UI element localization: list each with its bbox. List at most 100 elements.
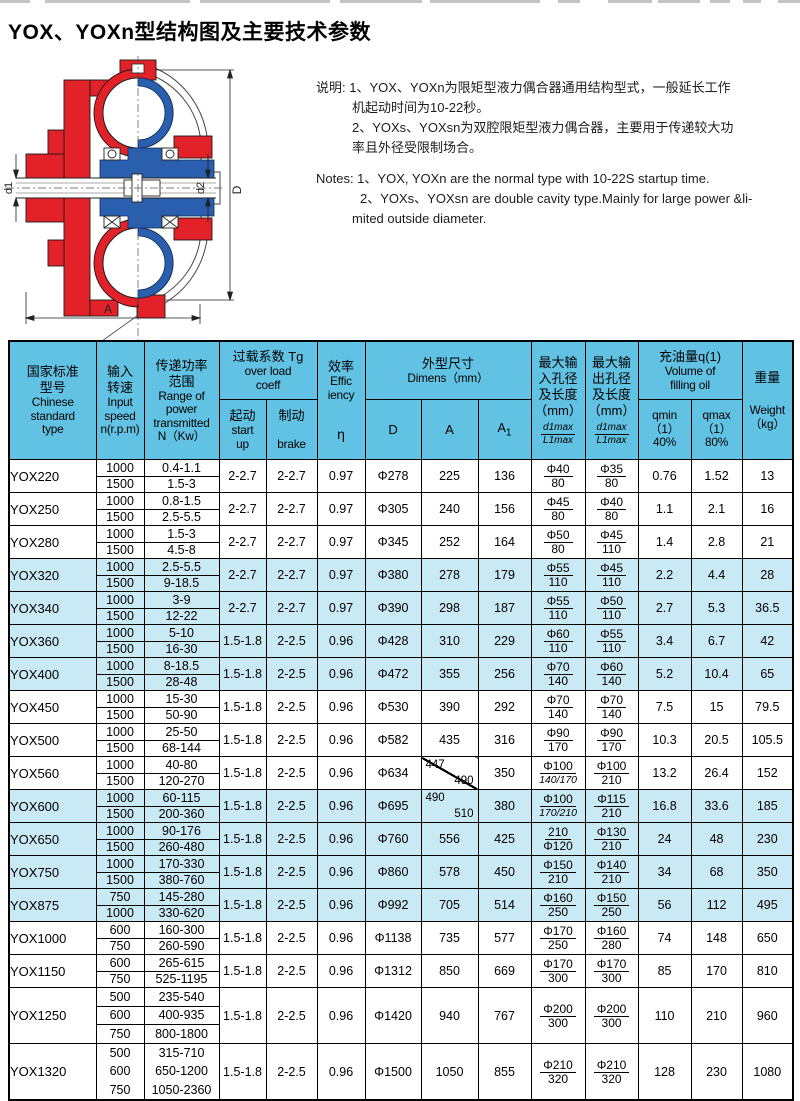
- tg-start-cell: 1.5-1.8: [218, 888, 267, 922]
- sub-value: 68-144: [162, 741, 201, 755]
- fraction-value: Φ90: [543, 727, 573, 741]
- top-strip-segment: [658, 0, 700, 3]
- sub-value: 600: [97, 1007, 143, 1026]
- tg-start-cell: 1.5-1.8: [218, 954, 267, 988]
- center-lines: [6, 56, 224, 342]
- table-row: YOX750 1000 1500 170-330 380-760 1.5-1.8 2-2.5…: [8, 855, 794, 889]
- tg-start-cell: 1.5-1.8: [218, 624, 267, 658]
- fraction-value: 300: [601, 1015, 622, 1030]
- output-hole-cell: Φ60 140: [584, 657, 639, 691]
- fraction-value: Φ50: [597, 595, 626, 609]
- header-text: type: [42, 422, 64, 437]
- dim-a1-cell: 855: [477, 1043, 532, 1101]
- fraction-value: Φ150: [540, 859, 576, 873]
- input-speed-cell: 500 600 750: [95, 987, 145, 1044]
- qmax-cell: 6.7: [690, 624, 743, 658]
- input-speed-cell: 500 600 750: [95, 1043, 145, 1101]
- fraction-value: Φ160: [593, 925, 630, 939]
- sub-value: 1500: [106, 576, 134, 590]
- fraction-value: Φ60: [597, 661, 626, 675]
- efficiency-cell: 0.96: [316, 756, 366, 790]
- tg-brake-cell: 2-2.5: [265, 756, 318, 790]
- header-text: （mm）: [534, 402, 582, 418]
- weight-cell: 152: [741, 756, 794, 790]
- qmax-cell: 5.3: [690, 591, 743, 625]
- dimension-d: D: [156, 68, 244, 302]
- fraction-value: Φ45: [597, 562, 626, 576]
- model-type-cell: YOX560: [8, 756, 97, 790]
- qmin-cell: 1.1: [637, 492, 692, 526]
- output-hole-cell: Φ130 210: [584, 822, 639, 856]
- power-range-cell: 170-330 380-760: [143, 855, 220, 889]
- dim-a-cell: 240: [420, 492, 479, 526]
- power-range-cell: 8-18.5 28-48: [143, 657, 220, 691]
- efficiency-cell: 0.96: [316, 657, 366, 691]
- model-type-cell: YOX750: [8, 855, 97, 889]
- header-text: （1）: [701, 421, 732, 436]
- power-range-cell: 0.4-1.1 1.5-3: [143, 459, 220, 493]
- fraction-value: Φ210: [540, 1058, 576, 1073]
- col-header-brake: 制动 brake: [265, 399, 318, 460]
- sub-value: 1000: [97, 824, 143, 840]
- sub-value: 90-176: [145, 824, 218, 840]
- fraction-value: Φ55 110: [543, 595, 573, 622]
- model-type-cell: YOX1320: [8, 1043, 97, 1101]
- dim-a-cell: 705: [420, 888, 479, 922]
- dim-d-cell: Φ760: [364, 822, 422, 856]
- output-hole-cell: Φ90 170: [584, 723, 639, 757]
- table-row: YOX1150 600 750 265-615 525-1195 1.5-1.8 2-2.5…: [8, 954, 794, 988]
- header-text: 输入: [106, 364, 133, 380]
- fraction-value: 320: [601, 1071, 622, 1086]
- fraction-value: 110: [548, 608, 568, 622]
- dim-d-cell: Φ345: [364, 525, 422, 559]
- fraction-value: Φ60 140: [597, 661, 626, 688]
- sub-value: 1000: [97, 527, 143, 543]
- fraction-value: 250: [601, 905, 622, 919]
- input-hole-cell: Φ210 320: [530, 1043, 586, 1101]
- fraction-value: 210: [601, 839, 622, 853]
- sub-value: 1000: [97, 461, 143, 477]
- tg-brake-cell: 2-2.5: [265, 954, 318, 988]
- sub-value: 4.5-8: [167, 543, 196, 557]
- fraction-value: Φ200: [540, 1002, 576, 1017]
- sub-value: 1500: [106, 708, 134, 722]
- leader-line: [101, 315, 138, 342]
- dim-d-cell: Φ1138: [364, 921, 422, 955]
- dim-d-cell: Φ582: [364, 723, 422, 757]
- top-strip-segment: [710, 0, 730, 3]
- input-speed-cell: 600 750: [95, 954, 145, 988]
- power-range-cell: 25-50 68-144: [143, 723, 220, 757]
- fraction-value: 300: [548, 971, 569, 985]
- output-hole-cell: Φ45 110: [584, 525, 639, 559]
- fraction-value: Φ170 300: [593, 958, 630, 985]
- table-row: YOX400 1000 1500 8-18.5 28-48 1.5-1.8 2-2.5 0.9…: [8, 657, 794, 691]
- sub-value: 28-48: [165, 675, 198, 689]
- qmax-cell: 112: [690, 888, 743, 922]
- sub-value: 1000: [97, 494, 143, 510]
- dim-a1-cell: 156: [477, 492, 532, 526]
- fraction-value: 110: [548, 641, 568, 655]
- tg-brake-cell: 2-2.5: [265, 789, 318, 823]
- power-range-cell: 315-710 650-1200 1050-2360: [143, 1043, 220, 1101]
- table-row: YOX220 1000 1500 0.4-1.1 1.5-3 2-2.7 2-2.7 0.97…: [8, 459, 794, 493]
- model-type-cell: YOX1250: [8, 987, 97, 1044]
- diag-value: 447: [425, 759, 445, 771]
- input-hole-cell: Φ70 140: [530, 690, 586, 724]
- input-hole-cell: Φ55 110: [530, 591, 586, 625]
- sub-value: 9-18.5: [163, 576, 200, 590]
- power-range-cell: 0.8-1.5 2.5-5.5: [143, 492, 220, 526]
- header-text: coeff: [255, 377, 281, 392]
- model-type-cell: YOX340: [8, 591, 97, 625]
- model-type-cell: YOX1150: [8, 954, 97, 988]
- output-hole-cell: Φ140 210: [584, 855, 639, 889]
- dim-a-cell: 578: [420, 855, 479, 889]
- header-text: L1max: [596, 434, 627, 446]
- table-row: YOX1250 500 600 750 235-540 400-935 800-1800 1.…: [8, 987, 794, 1044]
- qmin-cell: 110: [637, 987, 692, 1044]
- dim-d-cell: Φ860: [364, 855, 422, 889]
- tg-brake-cell: 2-2.7: [265, 492, 318, 526]
- model-type-cell: YOX400: [8, 657, 97, 691]
- fraction-value: Φ210 320: [540, 1058, 576, 1086]
- tg-start-cell: 1.5-1.8: [218, 723, 267, 757]
- sub-value: 5-10: [145, 626, 218, 642]
